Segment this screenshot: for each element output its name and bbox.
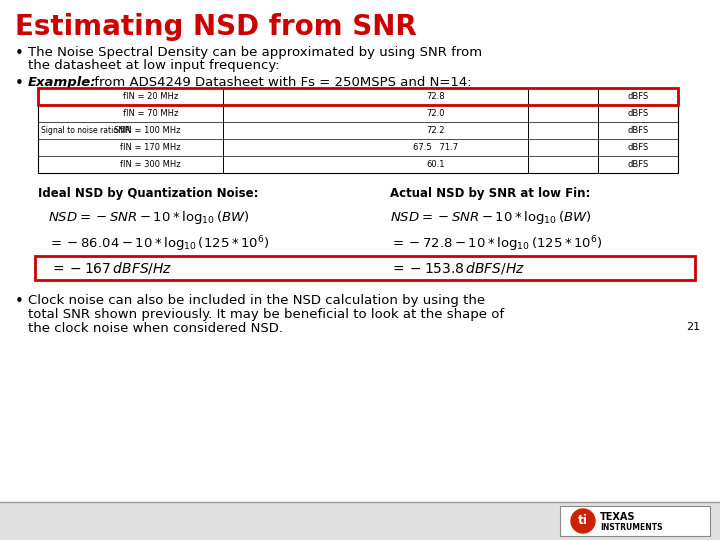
Text: 60.1: 60.1 xyxy=(426,160,445,169)
Text: Ideal NSD by Quantization Noise:: Ideal NSD by Quantization Noise: xyxy=(38,187,258,200)
Text: Actual NSD by SNR at low Fin:: Actual NSD by SNR at low Fin: xyxy=(390,187,590,200)
Text: 72.2: 72.2 xyxy=(426,126,445,135)
Text: total SNR shown previously. It may be beneficial to look at the shape of: total SNR shown previously. It may be be… xyxy=(28,308,504,321)
Text: The Noise Spectral Density can be approximated by using SNR from: The Noise Spectral Density can be approx… xyxy=(28,46,482,59)
Text: the datasheet at low input frequency:: the datasheet at low input frequency: xyxy=(28,59,279,72)
Text: 72.0: 72.0 xyxy=(426,109,445,118)
Text: •: • xyxy=(15,76,24,91)
Text: fIN = 100 MHz: fIN = 100 MHz xyxy=(120,126,181,135)
Text: $= -153.8\,\mathit{dBFS/Hz}$: $= -153.8\,\mathit{dBFS/Hz}$ xyxy=(390,260,525,276)
Circle shape xyxy=(571,509,595,533)
Bar xyxy=(38,88,678,105)
Text: 21: 21 xyxy=(686,322,700,332)
Text: Signal to noise ratio: Signal to noise ratio xyxy=(41,126,118,135)
Text: $\mathit{NSD} = -\mathit{SNR} - 10 * \log_{10}(\mathit{BW})$: $\mathit{NSD} = -\mathit{SNR} - 10 * \lo… xyxy=(390,209,592,226)
Text: the clock noise when considered NSD.: the clock noise when considered NSD. xyxy=(28,322,283,335)
Text: $\mathit{NSD} = -\mathit{SNR} - 10 * \log_{10}(\mathit{BW})$: $\mathit{NSD} = -\mathit{SNR} - 10 * \lo… xyxy=(48,209,250,226)
Text: SNR: SNR xyxy=(113,126,130,135)
Text: •: • xyxy=(15,294,24,309)
Text: dBFS: dBFS xyxy=(627,160,649,169)
Text: •: • xyxy=(15,46,24,61)
Text: dBFS: dBFS xyxy=(627,109,649,118)
Text: fIN = 170 MHz: fIN = 170 MHz xyxy=(120,143,181,152)
Bar xyxy=(38,88,678,173)
Text: 67.5   71.7: 67.5 71.7 xyxy=(413,143,458,152)
Text: Example:: Example: xyxy=(28,76,96,89)
Text: TEXAS: TEXAS xyxy=(600,512,636,522)
Bar xyxy=(560,506,710,536)
Text: fIN = 20 MHz: fIN = 20 MHz xyxy=(123,92,178,101)
Text: ti: ti xyxy=(578,515,588,528)
Text: dBFS: dBFS xyxy=(627,126,649,135)
Text: $= -86.04 - 10 * \log_{10}(125 * 10^6)$: $= -86.04 - 10 * \log_{10}(125 * 10^6)$ xyxy=(48,234,269,254)
Text: fIN = 70 MHz: fIN = 70 MHz xyxy=(123,109,178,118)
Text: dBFS: dBFS xyxy=(627,143,649,152)
Text: Estimating NSD from SNR: Estimating NSD from SNR xyxy=(15,13,417,41)
Text: INSTRUMENTS: INSTRUMENTS xyxy=(600,523,662,531)
Text: 72.8: 72.8 xyxy=(426,92,445,101)
Text: $= -72.8 - 10 * \log_{10}(125 * 10^6)$: $= -72.8 - 10 * \log_{10}(125 * 10^6)$ xyxy=(390,234,603,254)
Text: Clock noise can also be included in the NSD calculation by using the: Clock noise can also be included in the … xyxy=(28,294,485,307)
Bar xyxy=(35,256,695,280)
Text: from ADS4249 Datasheet with Fs = 250MSPS and N=14:: from ADS4249 Datasheet with Fs = 250MSPS… xyxy=(90,76,472,89)
Text: fIN = 300 MHz: fIN = 300 MHz xyxy=(120,160,181,169)
Text: dBFS: dBFS xyxy=(627,92,649,101)
Text: $= -167\,\mathit{dBFS/Hz}$: $= -167\,\mathit{dBFS/Hz}$ xyxy=(50,260,172,276)
Bar xyxy=(0,502,720,540)
